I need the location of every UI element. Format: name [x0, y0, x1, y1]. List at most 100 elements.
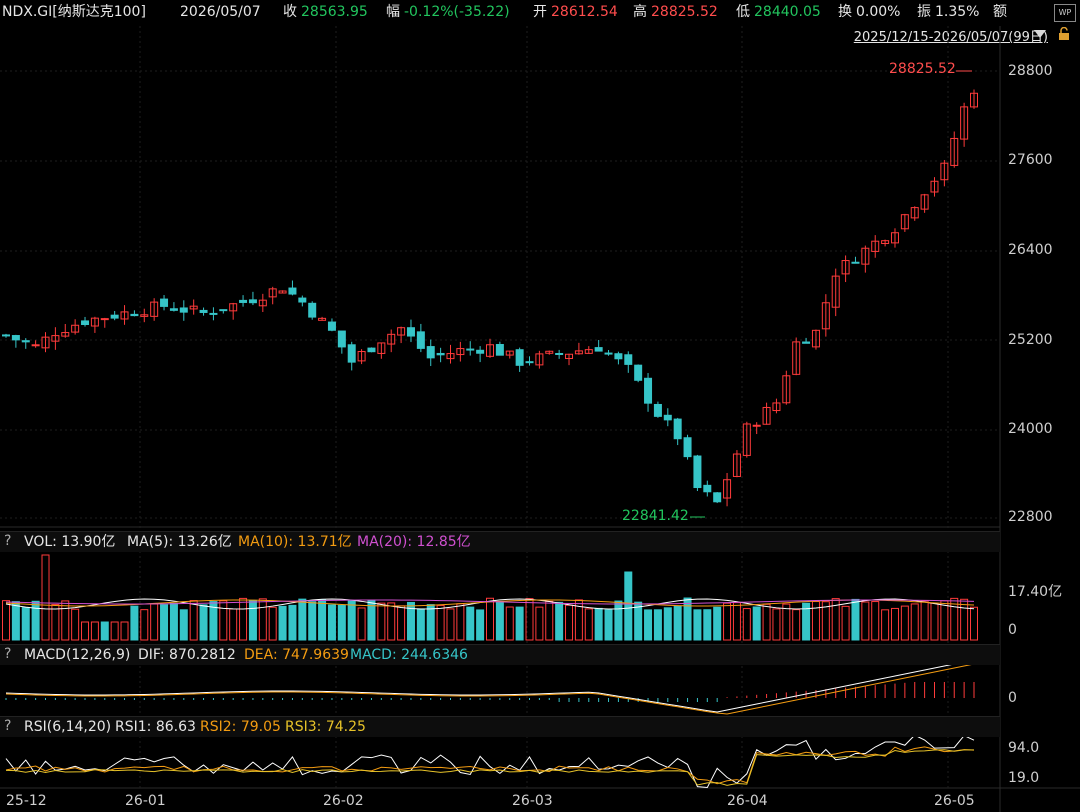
- candle-body: [594, 347, 603, 352]
- vol-axis-top: 17.40亿: [1008, 584, 1063, 600]
- candle-body: [406, 327, 415, 337]
- volume-bar: [406, 601, 415, 641]
- volume-bar: [634, 601, 643, 641]
- turnover-label: 换: [838, 4, 852, 20]
- candle-body: [762, 406, 771, 425]
- help-icon[interactable]: ?: [4, 718, 12, 734]
- candle-body: [456, 348, 465, 356]
- candle-body: [436, 352, 445, 356]
- volume-bar: [71, 608, 80, 641]
- open-value: 28612.54: [551, 4, 618, 20]
- date-range-selector[interactable]: 2025/12/15-2026/05/07(99日): [853, 30, 1048, 45]
- volume-bar: [61, 600, 70, 641]
- candle-body: [683, 437, 692, 458]
- candle-body: [288, 287, 297, 295]
- volume-bar: [802, 602, 811, 641]
- volume-bar: [41, 554, 50, 641]
- symbol-name[interactable]: NDX.GI[纳斯达克100]: [2, 4, 146, 20]
- low-label: 低: [736, 4, 750, 20]
- candle-body: [752, 424, 761, 427]
- candle-body: [100, 318, 109, 321]
- candle-body: [782, 375, 791, 404]
- low-annotation: 22841.42: [622, 508, 689, 524]
- candle-body: [525, 361, 534, 364]
- vol-ma20: MA(20): 12.85亿: [357, 534, 471, 550]
- candle-body: [920, 194, 929, 210]
- volume-bar: [268, 606, 277, 641]
- quote-date: 2026/05/07: [180, 4, 261, 20]
- candle-body: [486, 344, 494, 357]
- candle-body: [624, 354, 633, 365]
- candle-body: [367, 347, 376, 353]
- help-icon[interactable]: ?: [4, 646, 12, 662]
- vol-ma5: MA(5): 13.26亿: [127, 534, 232, 550]
- date-tick: 26-02: [323, 793, 364, 809]
- macd-dif: DIF: 870.2812: [138, 647, 236, 663]
- candle-body: [110, 314, 119, 319]
- rsi-panel-header: ? RSI(6,14,20) RSI1: 86.63 RSI2: 79.05 R…: [0, 716, 1000, 737]
- volume-bar: [574, 599, 583, 641]
- volume-bar: [377, 602, 386, 641]
- volume-bar: [150, 603, 159, 641]
- volume-bar: [100, 621, 109, 641]
- macd-dif-line: [5, 659, 975, 713]
- candle-body: [693, 455, 702, 489]
- candle-body: [900, 214, 909, 230]
- close-value: 28563.95: [301, 4, 368, 20]
- triangle-down-icon[interactable]: [1034, 30, 1046, 38]
- candle-body: [555, 352, 564, 355]
- candle-body: [416, 331, 425, 349]
- volume-bar: [821, 601, 830, 641]
- volume-bar: [278, 605, 287, 641]
- volume-bar: [397, 605, 406, 641]
- volume-bar: [239, 597, 248, 641]
- candle-body: [861, 247, 870, 265]
- macd-title: MACD(12,26,9): [24, 647, 131, 663]
- volume-bar: [248, 599, 257, 641]
- candle-body: [732, 453, 741, 477]
- candle-body: [831, 275, 840, 308]
- candle-body: [614, 353, 623, 360]
- volume-bar: [258, 598, 267, 641]
- candle-body: [653, 403, 662, 417]
- volume-bar: [960, 598, 969, 641]
- macd-value: MACD: 244.6346: [350, 647, 468, 663]
- lock-icon[interactable]: [1058, 27, 1070, 41]
- amount-label: 额: [993, 4, 1007, 20]
- candle-body: [663, 414, 672, 421]
- candle-body: [318, 317, 327, 321]
- macd-panel-header: ? MACD(12,26,9) DIF: 870.2812 DEA: 747.9…: [0, 644, 1000, 665]
- change-value: -0.12%(-35.22): [404, 4, 510, 20]
- volume-bar: [881, 609, 890, 641]
- volume-bar: [900, 605, 909, 641]
- change-label: 幅: [386, 4, 400, 20]
- candle-body: [466, 348, 475, 351]
- volume-bar: [762, 603, 771, 641]
- candle-body: [81, 320, 90, 326]
- candle-body: [426, 346, 435, 359]
- volume-bar: [189, 600, 198, 641]
- wp-logo-icon[interactable]: WP: [1054, 4, 1076, 22]
- rsi-2: RSI2: 79.05: [200, 719, 281, 735]
- candle-body: [179, 307, 188, 313]
- volume-bar: [179, 609, 188, 641]
- candle-body: [565, 353, 574, 360]
- volume-bar: [505, 606, 514, 641]
- turnover-value: 0.00%: [856, 4, 901, 20]
- candle-body: [327, 321, 336, 331]
- candle-body: [387, 333, 396, 345]
- volume-bar: [327, 604, 336, 641]
- help-icon[interactable]: ?: [4, 533, 12, 549]
- price-tick: 25200: [1008, 332, 1053, 348]
- candle-body: [2, 334, 10, 337]
- candle-body: [397, 327, 406, 336]
- candle-body: [950, 137, 959, 166]
- price-tick: 26400: [1008, 242, 1053, 258]
- volume-bar: [495, 602, 504, 641]
- volume-bar: [298, 598, 307, 641]
- volume-bar: [861, 601, 870, 641]
- rsi2-line: [5, 746, 975, 785]
- volume-bar: [555, 601, 564, 641]
- candle-body: [169, 308, 178, 311]
